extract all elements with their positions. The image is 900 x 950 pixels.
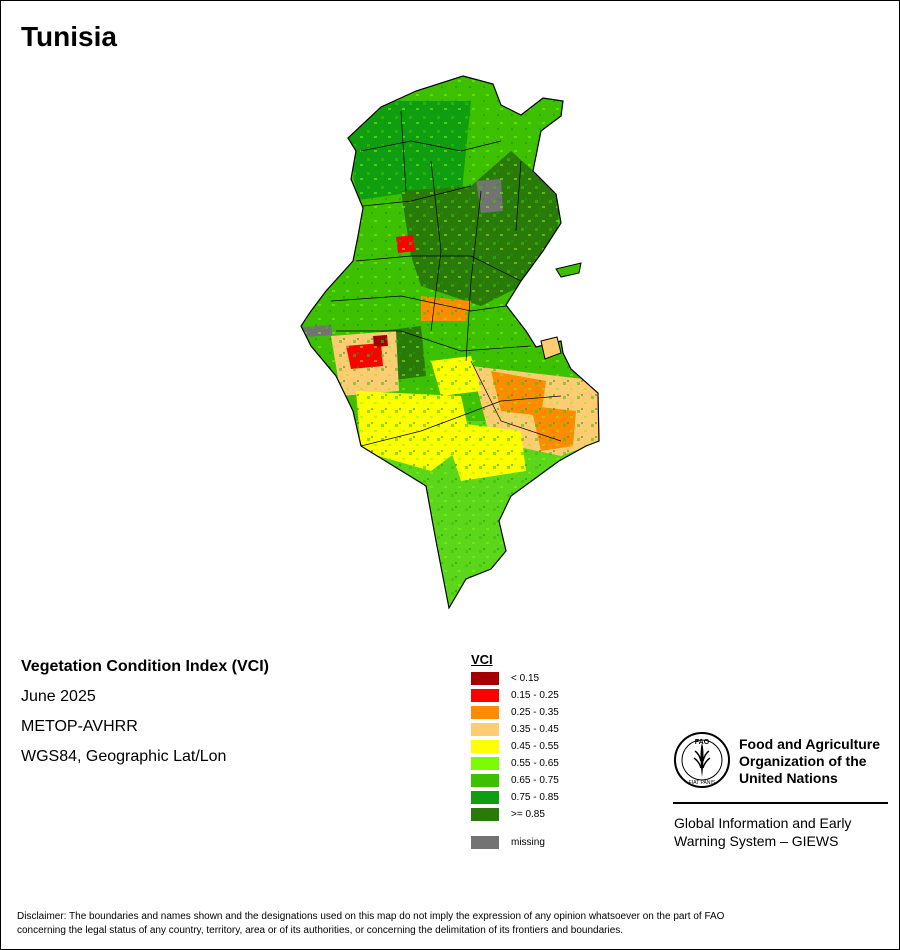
legend-label: 0.25 - 0.35	[511, 707, 559, 718]
legend-swatch	[471, 706, 499, 719]
projection: WGS84, Geographic Lat/Lon	[21, 748, 227, 765]
admin-boundaries	[330, 110, 562, 447]
legend-swatch	[471, 808, 499, 821]
legend-label: 0.45 - 0.55	[511, 741, 559, 752]
giews-line: Global Information and Early	[674, 815, 852, 831]
kerkennah-island	[555, 262, 582, 278]
legend-swatch	[471, 836, 499, 849]
legend-label: 0.75 - 0.85	[511, 792, 559, 803]
org-divider	[673, 802, 888, 804]
logo-motto: FIAT PANIS	[689, 780, 716, 786]
map-date: June 2025	[21, 688, 96, 705]
map-title: Tunisia	[21, 21, 117, 52]
legend-label: < 0.15	[511, 673, 540, 684]
fao-logo: FAO FIAT PANIS	[674, 732, 730, 788]
djerba-island	[540, 336, 562, 360]
legend-label: 0.35 - 0.45	[511, 724, 559, 735]
legend-title: VCI	[471, 652, 493, 667]
vci-raster	[301, 76, 599, 608]
legend-label: 0.65 - 0.75	[511, 775, 559, 786]
org-name-line: Organization of the	[739, 753, 867, 769]
legend-swatch	[471, 723, 499, 736]
index-name: Vegetation Condition Index (VCI)	[21, 658, 269, 675]
disclaimer-line: Disclaimer: The boundaries and names sho…	[17, 911, 725, 922]
legend-label: 0.55 - 0.65	[511, 758, 559, 769]
legend-label: missing	[511, 837, 545, 848]
legend-swatch	[471, 672, 499, 685]
legend-swatch	[471, 740, 499, 753]
legend-swatch	[471, 757, 499, 770]
legend-swatch	[471, 774, 499, 787]
org-name-line: United Nations	[739, 770, 838, 786]
legend-swatch	[471, 791, 499, 804]
giews-line: Warning System – GIEWS	[674, 833, 839, 849]
legend-swatch	[471, 689, 499, 702]
org-name-line: Food and Agriculture	[739, 736, 881, 752]
disclaimer-line: concerning the legal status of any count…	[17, 925, 624, 936]
logo-text: FAO	[695, 739, 710, 746]
sensor-name: METOP-AVHRR	[21, 718, 138, 735]
legend-label: >= 0.85	[511, 809, 545, 820]
legend-label: 0.15 - 0.25	[511, 690, 559, 701]
